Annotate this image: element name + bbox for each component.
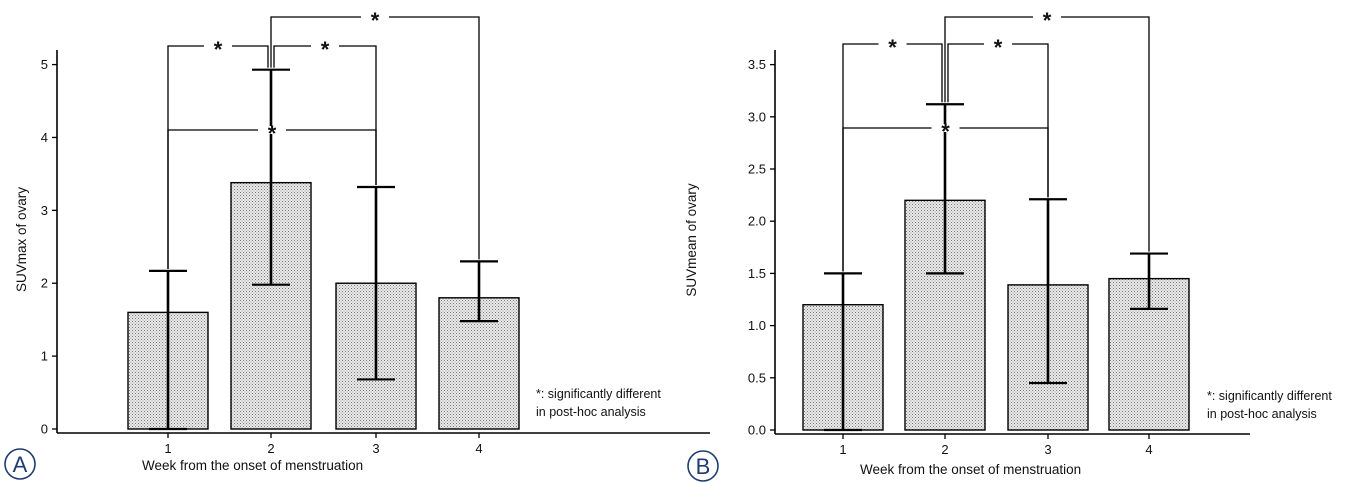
x-axis-label: Week from the onset of menstruation (860, 462, 1081, 477)
bracket-gap (204, 42, 232, 50)
bracket-gap (258, 126, 286, 134)
x-tick-label: 2 (267, 441, 274, 456)
y-tick-label: 0.0 (748, 423, 766, 438)
x-tick-label: 2 (941, 442, 948, 457)
x-tick-label: 4 (475, 441, 482, 456)
x-tick-label: 1 (164, 441, 171, 456)
y-tick-label: 0 (41, 422, 48, 437)
panel-letter-circle (4, 448, 36, 480)
x-tick-label: 3 (1044, 442, 1051, 457)
y-tick-label: 2.5 (748, 162, 766, 177)
panel-letter: A (13, 452, 28, 477)
panel-letter: B (696, 454, 711, 479)
significance-star: * (994, 35, 1003, 60)
x-axis-label: Week from the onset of menstruation (142, 458, 363, 473)
y-tick-label: 1.0 (748, 318, 766, 333)
significance-footnote: *: significantly different (536, 387, 661, 401)
x-tick-label: 3 (372, 441, 379, 456)
y-axis-label: SUVmax of ovary (14, 187, 29, 292)
y-tick-label: 3.0 (748, 109, 766, 124)
significance-footnote: *: significantly different (1207, 389, 1332, 403)
y-axis-label: SUVmean of ovary (684, 183, 699, 297)
significance-star: * (888, 35, 897, 60)
y-tick-label: 4 (41, 130, 48, 145)
y-tick-label: 1 (41, 349, 48, 364)
y-tick-label: 1.5 (748, 266, 766, 281)
panel-letter-circle (687, 450, 719, 482)
y-tick-label: 2 (41, 276, 48, 291)
significance-bracket (273, 45, 377, 186)
significance-star: * (321, 37, 330, 62)
bracket-gap (984, 40, 1012, 48)
significance-footnote: in post-hoc analysis (536, 405, 646, 419)
significance-star: * (268, 121, 277, 146)
significance-star: * (1043, 8, 1052, 33)
x-tick-label: 1 (839, 442, 846, 457)
significance-star: * (371, 8, 380, 33)
bracket-gap (1033, 13, 1061, 21)
y-tick-label: 3.5 (748, 57, 766, 72)
y-tick-label: 3 (41, 203, 48, 218)
significance-footnote: in post-hoc analysis (1207, 407, 1317, 421)
bracket-gap (931, 124, 960, 132)
bracket-gap (311, 42, 339, 50)
significance-bracket (947, 43, 1049, 198)
bar-week-4 (438, 297, 520, 430)
x-tick-label: 4 (1145, 442, 1152, 457)
significance-star: * (941, 119, 950, 144)
bracket-gap (361, 13, 389, 21)
y-tick-label: 2.0 (748, 214, 766, 229)
y-tick-label: 0.5 (748, 370, 766, 385)
y-tick-label: 5 (41, 57, 48, 72)
significance-star: * (214, 37, 223, 62)
bracket-gap (878, 40, 907, 48)
